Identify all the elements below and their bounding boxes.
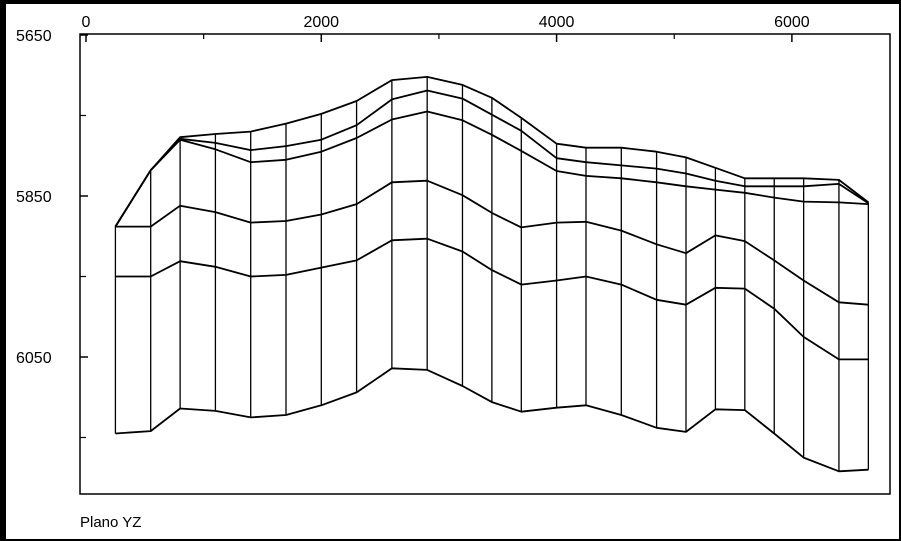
chart-title: Plano YZ [80, 514, 142, 531]
x-axis: 0 2000 4000 6000 [82, 14, 810, 42]
series-line-2 [114, 89, 869, 228]
frame-right [899, 0, 901, 541]
y-tick-label: 5650 [16, 28, 52, 45]
frame-top [0, 0, 901, 4]
frame-bottom [0, 539, 901, 541]
series-line-4 [115, 179, 869, 306]
y-axis: 5650 5850 6050 [16, 28, 88, 439]
x-tick-label: 4000 [539, 14, 575, 31]
x-tick-label: 6000 [774, 14, 810, 31]
x-tick-label: 0 [82, 14, 91, 31]
series-line-6 [115, 367, 869, 473]
plot-area-frame [79, 33, 891, 495]
series-lines [114, 76, 869, 473]
section-verticals [114, 76, 870, 472]
series-line-5 [115, 237, 869, 361]
y-tick-label: 5850 [16, 189, 52, 206]
frame-left [0, 0, 6, 541]
chart-panel [6, 4, 899, 539]
y-tick-label: 6050 [16, 350, 52, 367]
series-line-3 [114, 110, 869, 228]
series-line-1 [114, 76, 869, 228]
x-tick-label: 2000 [303, 14, 339, 31]
